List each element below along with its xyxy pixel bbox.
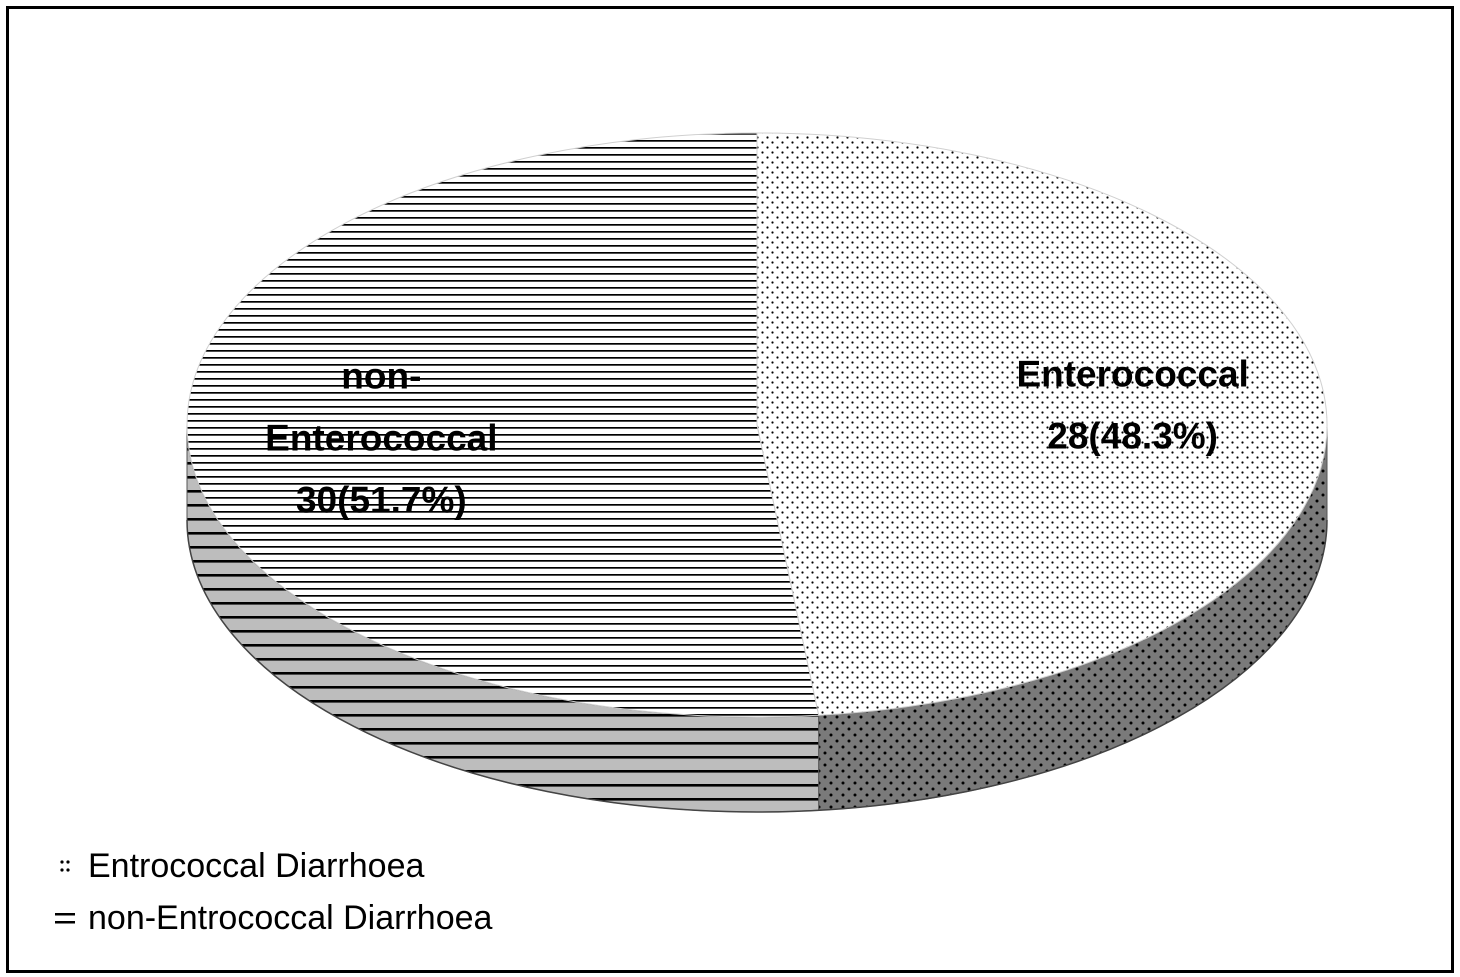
legend-label-enterococcal: Entrococcal Diarrhoea bbox=[88, 846, 425, 885]
data-label-line: 28(48.3%) bbox=[1047, 416, 1218, 457]
dots-pattern-icon bbox=[52, 853, 78, 879]
data-label-line: non- bbox=[341, 355, 421, 396]
legend: Entrococcal Diarrhoea non-Entrococcal Di… bbox=[52, 840, 492, 944]
legend-label-non-enterococcal: non-Entrococcal Diarrhoea bbox=[88, 898, 493, 937]
data-label-enterococcal: Enterococcal 28(48.3%) bbox=[1016, 354, 1248, 457]
data-label-line: Enterococcal bbox=[265, 417, 497, 458]
legend-item-non-enterococcal: non-Entrococcal Diarrhoea bbox=[52, 892, 492, 944]
data-label-line: Enterococcal bbox=[1016, 354, 1248, 395]
data-label-line: 30(51.7%) bbox=[296, 479, 467, 520]
pie-slice-enterococcal bbox=[756, 132, 1328, 716]
legend-item-enterococcal: Entrococcal Diarrhoea bbox=[52, 840, 492, 892]
pie-rim bbox=[186, 519, 1328, 813]
horizontal-lines-pattern-icon bbox=[52, 905, 78, 931]
data-label-non-enterococcal: non- Enterococcal 30(51.7%) bbox=[265, 355, 497, 520]
pie-slice-non-enterococcal bbox=[186, 132, 820, 718]
